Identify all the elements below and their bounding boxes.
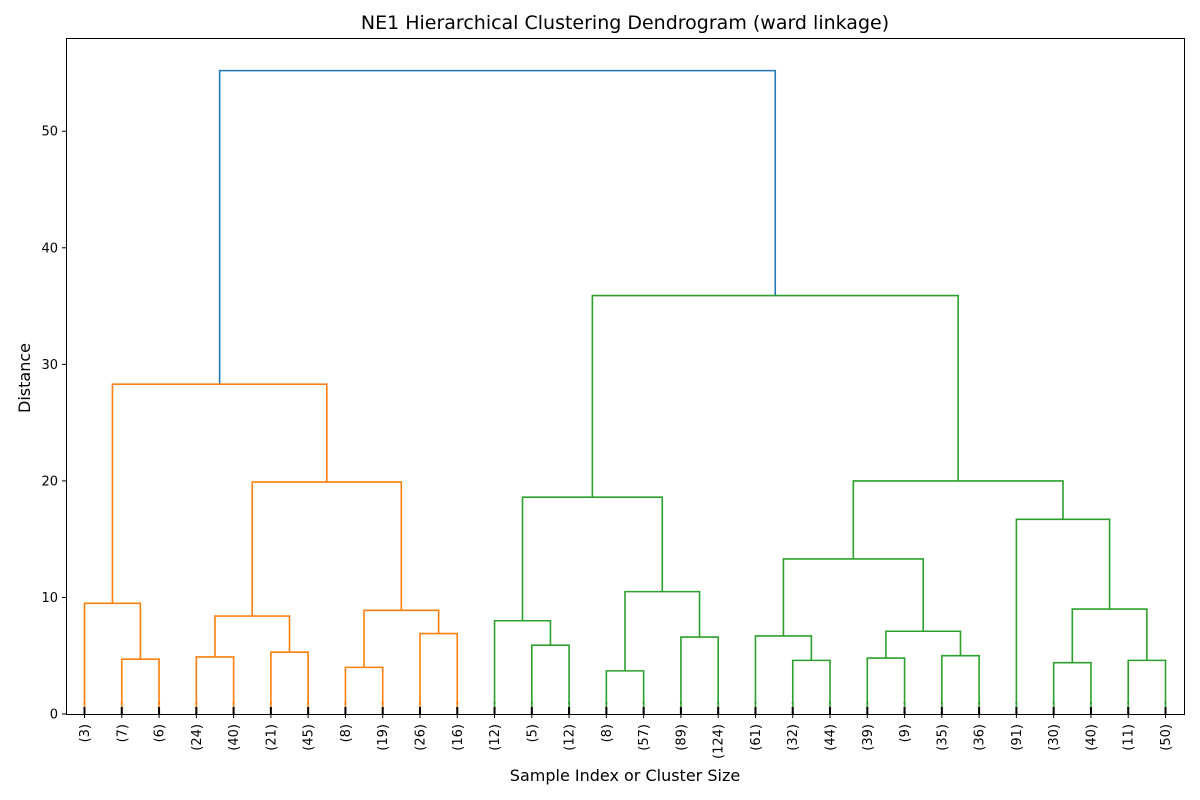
dendrogram-link	[1015, 518, 1111, 714]
leaf-label: (12)	[488, 724, 503, 751]
dendrogram-link	[363, 609, 440, 668]
leaf-label: (11)	[1122, 724, 1137, 751]
dendrogram-link	[1052, 661, 1092, 714]
dendrogram-link	[1071, 608, 1148, 663]
leaf-label: (50)	[1159, 724, 1174, 751]
dendrogram-link	[270, 651, 309, 714]
leaf-label: (24)	[190, 724, 205, 751]
dendrogram-link	[605, 670, 645, 714]
leaf-label: (19)	[376, 724, 391, 751]
dendrogram-link	[120, 658, 160, 714]
dendrogram-link	[419, 632, 459, 714]
plot-frame	[66, 38, 1185, 715]
y-tick-label: 30	[41, 358, 58, 373]
leaf-label: (36)	[973, 724, 988, 751]
y-tick-label: 20	[41, 474, 58, 489]
dendrogram-link	[885, 630, 962, 659]
leaf-label: (8)	[600, 724, 615, 742]
y-tick-label: 10	[41, 591, 58, 606]
leaf-label: (8)	[339, 724, 354, 742]
leaf-label: (40)	[1084, 724, 1099, 751]
leaf-label: (5)	[525, 724, 540, 742]
dendrogram-link	[521, 496, 664, 621]
dendrogram-link	[214, 615, 291, 657]
leaf-label: (30)	[1047, 724, 1062, 751]
leaf-label: (21)	[264, 724, 279, 751]
leaf-label: (45)	[302, 724, 317, 751]
dendrogram-link	[111, 383, 328, 604]
dendrogram-link	[531, 644, 570, 714]
leaf-label: (39)	[861, 724, 876, 751]
leaf-label: (9)	[898, 724, 913, 742]
dendrogram-link	[791, 659, 831, 714]
y-tick-label: 40	[41, 241, 58, 256]
dendrogram-link	[680, 636, 719, 714]
y-tick-label: 0	[50, 708, 58, 723]
dendrogram-link	[493, 619, 552, 714]
dendrogram-link	[83, 602, 142, 714]
dendrogram-link	[251, 481, 403, 617]
leaf-label: (16)	[451, 724, 466, 751]
leaf-label: (26)	[413, 724, 428, 751]
dendrogram-link	[866, 657, 906, 714]
dendrogram-link	[624, 590, 701, 671]
leaf-label: (6)	[153, 724, 168, 742]
y-axis-label: Distance	[15, 343, 34, 413]
x-axis-label: Sample Index or Cluster Size	[510, 766, 740, 785]
leaf-label: (89)	[674, 724, 689, 751]
leaf-label: (40)	[227, 724, 242, 751]
x-axis: (3) (7) (6) (24) (40) (21) (45) (8) (19) (26) (16)…	[78, 714, 1174, 759]
y-tick-label: 50	[41, 125, 58, 140]
leaf-label: (12)	[563, 724, 578, 751]
dendrogram-link	[782, 558, 925, 636]
leaf-label: (44)	[824, 724, 839, 751]
dendrogram-link	[941, 654, 980, 714]
plot-area	[83, 69, 1167, 714]
dendrogram-link	[195, 656, 235, 714]
leaf-label: (35)	[935, 724, 950, 751]
dendrogram-link	[852, 480, 1064, 559]
y-axis: 0 10 20 30 40 50	[41, 125, 66, 723]
dendrogram-link	[218, 69, 777, 385]
leaf-label: (7)	[115, 724, 130, 742]
leaf-label: (91)	[1010, 724, 1025, 751]
leaf-label: (61)	[749, 724, 764, 751]
leaf-label: (3)	[78, 724, 93, 742]
dendrogram-link	[344, 666, 384, 714]
dendrogram-link	[754, 635, 813, 714]
leaf-label: (32)	[786, 724, 801, 751]
dendrogram-link	[591, 294, 959, 498]
chart-title: NE1 Hierarchical Clustering Dendrogram (…	[361, 12, 889, 34]
dendrogram-link	[1127, 659, 1167, 714]
leaf-label: (124)	[712, 724, 727, 759]
leaf-label: (57)	[637, 724, 652, 751]
